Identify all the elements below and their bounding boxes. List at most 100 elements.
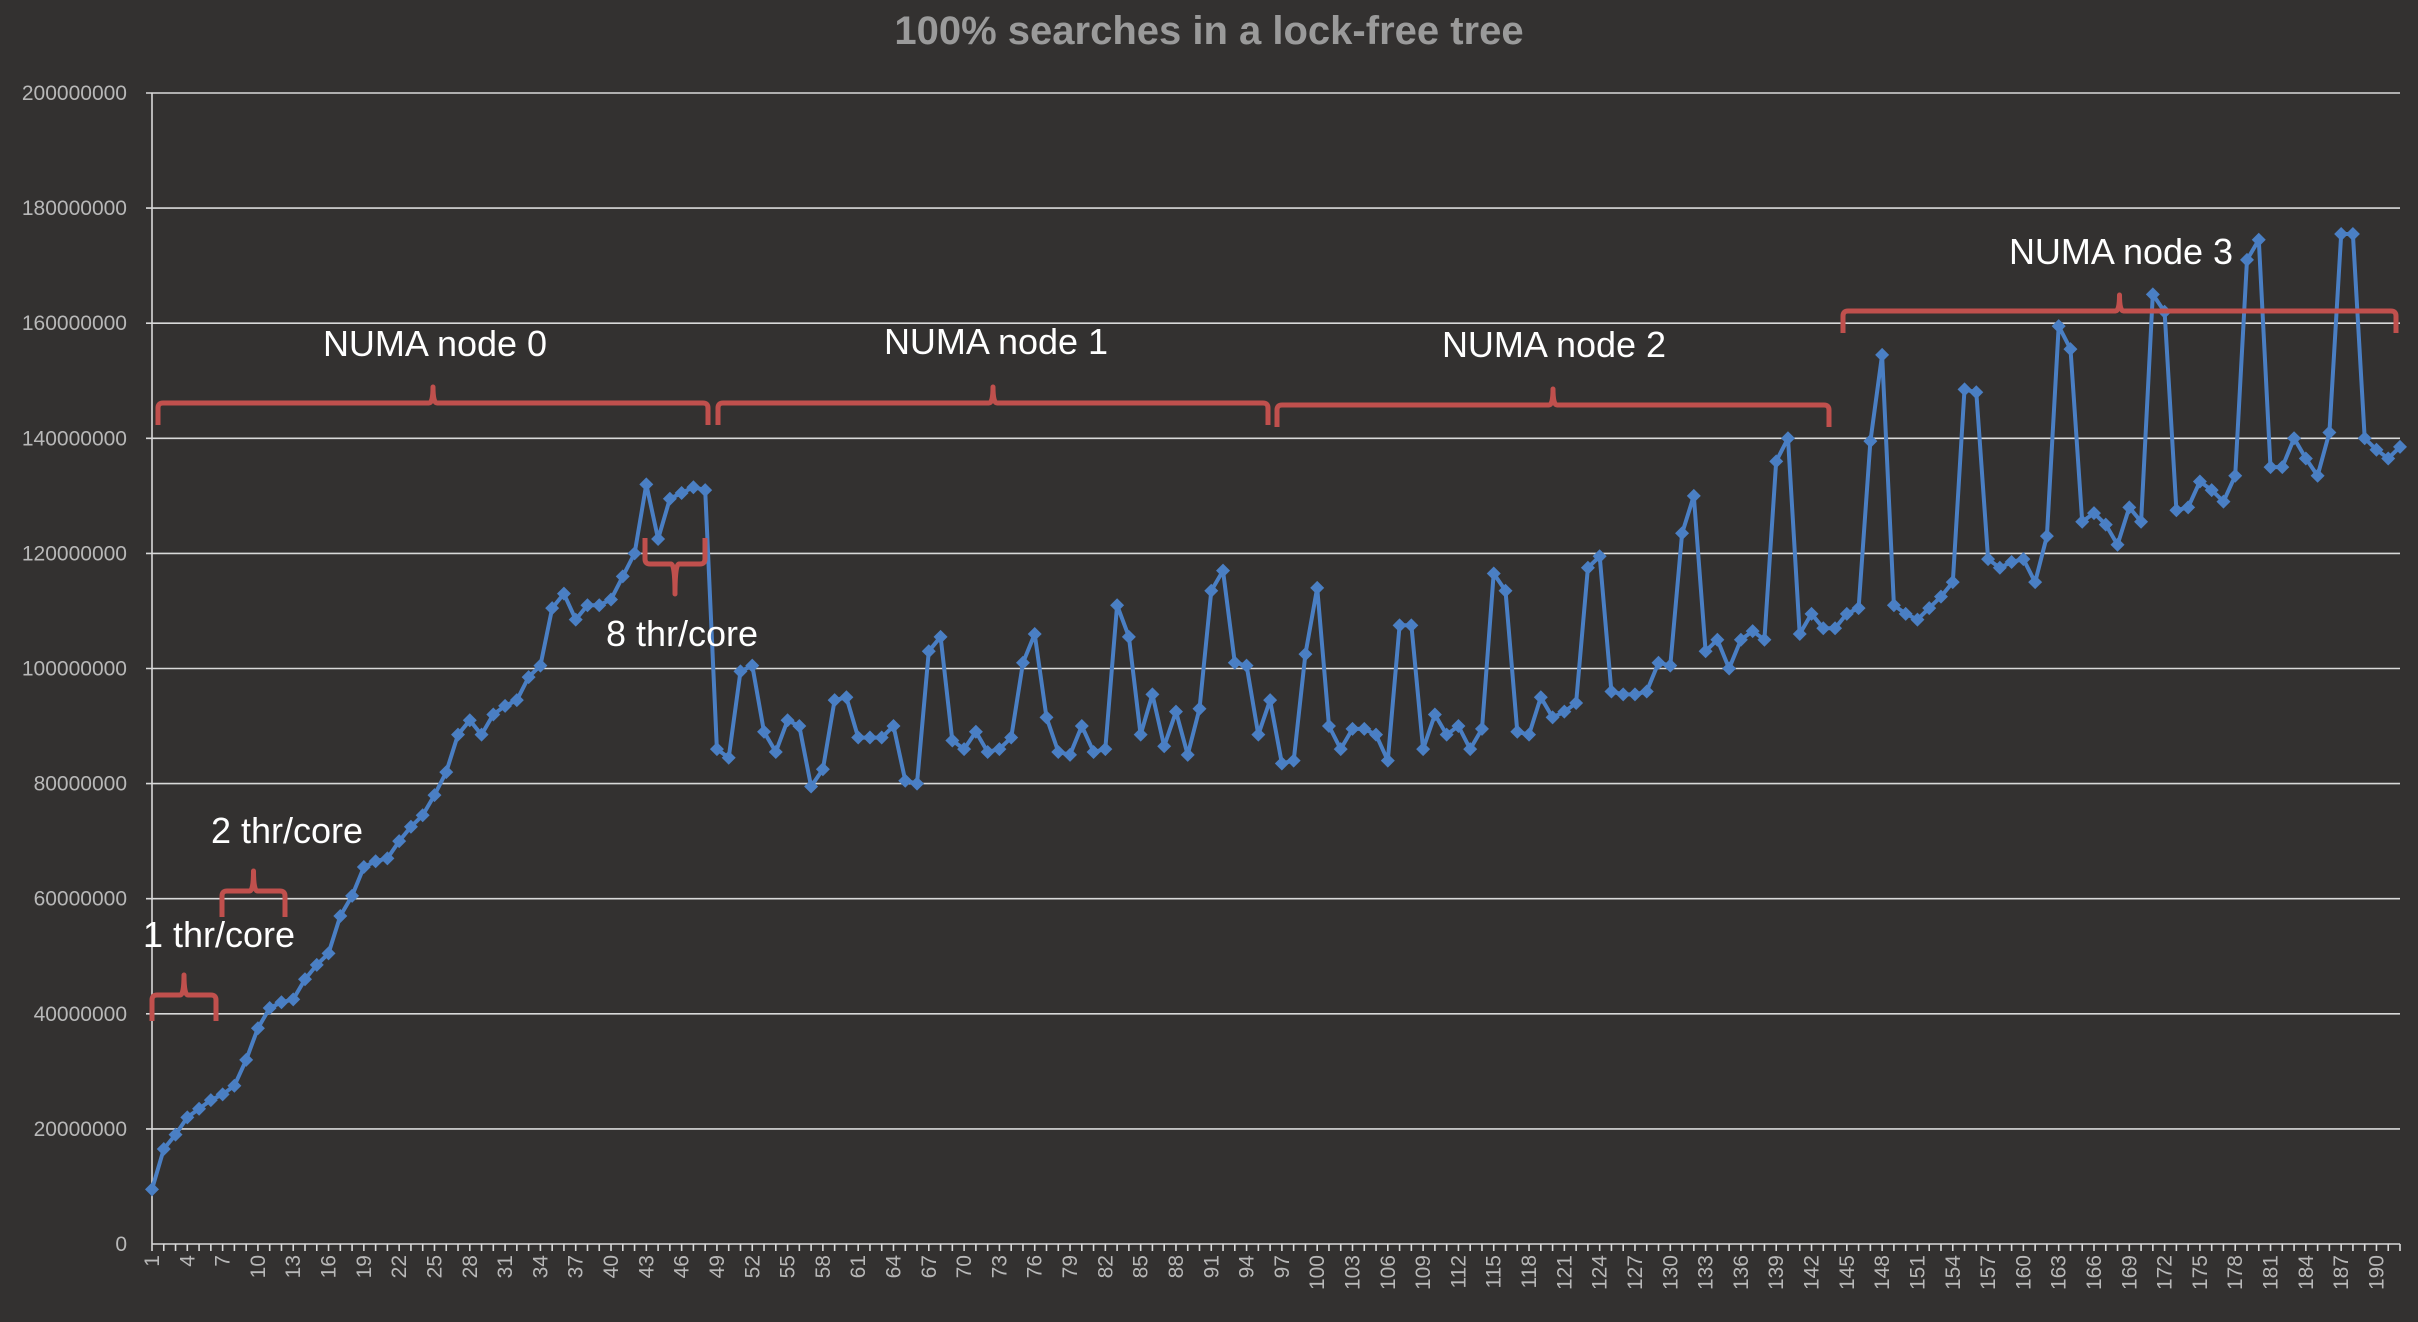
- data-point: [2239, 252, 2254, 267]
- y-tick-label: 40000000: [34, 1003, 127, 1026]
- data-point: [1357, 721, 1372, 736]
- data-point: [2192, 474, 2207, 489]
- data-point: [968, 724, 983, 739]
- data-point: [957, 742, 972, 757]
- data-point: [686, 480, 701, 495]
- data-point: [1263, 693, 1278, 708]
- x-tick-label: 106: [1377, 1255, 1400, 1290]
- data-point: [274, 995, 289, 1010]
- data-point: [2051, 319, 2066, 334]
- data-point: [509, 693, 524, 708]
- x-tick-label: 121: [1553, 1255, 1576, 1290]
- data-point: [1333, 742, 1348, 757]
- data-point: [2110, 537, 2125, 552]
- data-point: [156, 1142, 171, 1157]
- data-point: [1392, 618, 1407, 633]
- data-point: [1639, 684, 1654, 699]
- data-point: [1004, 730, 1019, 745]
- data-point: [886, 719, 901, 734]
- data-point: [1474, 721, 1489, 736]
- x-tick-label: 10: [247, 1255, 270, 1278]
- data-point: [1486, 566, 1501, 581]
- y-tick-label: 200000000: [22, 82, 127, 105]
- data-point: [203, 1093, 218, 1108]
- data-point: [2004, 555, 2019, 570]
- x-tick-label: 163: [2048, 1255, 2071, 1290]
- data-point: [898, 773, 913, 788]
- x-tick-label: 181: [2260, 1255, 2283, 1290]
- data-point: [1981, 552, 1996, 567]
- data-point: [1369, 727, 1384, 742]
- data-point: [615, 569, 630, 584]
- data-point: [2086, 506, 2101, 521]
- x-tick-label: 40: [600, 1255, 623, 1278]
- data-point: [592, 598, 607, 613]
- data-point: [1098, 742, 1113, 757]
- data-point: [945, 733, 960, 748]
- data-point: [851, 730, 866, 745]
- x-tick-label: 154: [1942, 1255, 1965, 1290]
- y-tick-label: 180000000: [22, 197, 127, 220]
- data-point: [1310, 580, 1325, 595]
- x-tick-label: 115: [1483, 1255, 1506, 1288]
- y-tick-label: 100000000: [22, 658, 127, 681]
- data-point: [1498, 583, 1513, 598]
- data-point: [1298, 647, 1313, 662]
- data-point: [1063, 747, 1078, 762]
- x-tick-label: 79: [1059, 1255, 1082, 1278]
- y-tick-label: 160000000: [22, 312, 127, 335]
- data-point: [1286, 753, 1301, 768]
- annotation-2-thr-core: 2 thr/core: [211, 810, 363, 851]
- annotation-8-thr-core: 8 thr/core: [606, 613, 758, 654]
- data-point: [1404, 618, 1419, 633]
- x-tick-label: 151: [1906, 1255, 1929, 1290]
- data-point: [1569, 696, 1584, 711]
- data-point: [2275, 460, 2290, 475]
- data-point: [921, 644, 936, 659]
- series-layer: [145, 226, 2407, 1197]
- x-tick-label: 160: [2012, 1255, 2035, 1290]
- data-point: [451, 727, 466, 742]
- x-tick-label: 4: [176, 1255, 199, 1267]
- data-point: [1121, 629, 1136, 644]
- x-tick-label: 61: [847, 1255, 870, 1278]
- data-point: [2263, 460, 2278, 475]
- data-point: [2334, 226, 2349, 241]
- x-tick-label: 58: [812, 1255, 835, 1278]
- data-point: [145, 1182, 159, 1197]
- x-tick-label: 142: [1801, 1255, 1824, 1290]
- x-tick-label: 19: [353, 1255, 376, 1278]
- data-point: [1910, 612, 1925, 627]
- data-point: [2098, 517, 2113, 532]
- data-point: [1015, 655, 1030, 670]
- data-point: [980, 744, 995, 759]
- x-tick-label: 37: [565, 1255, 588, 1278]
- data-point: [662, 491, 677, 506]
- data-point: [1992, 560, 2007, 575]
- data-point: [1192, 701, 1207, 716]
- x-tick-label: 46: [671, 1255, 694, 1278]
- data-point: [1157, 739, 1172, 754]
- data-point: [380, 851, 395, 866]
- x-tick-label: 166: [2083, 1255, 2106, 1290]
- data-point: [1580, 560, 1595, 575]
- data-point: [2310, 468, 2325, 483]
- data-point: [1216, 563, 1231, 578]
- data-point: [1780, 431, 1795, 446]
- x-tick-label: 22: [388, 1255, 411, 1278]
- data-point: [2169, 503, 2184, 518]
- data-point: [1145, 687, 1160, 702]
- bracket-numa-node-2: [1274, 386, 1832, 427]
- data-point: [745, 658, 760, 673]
- x-tick-label: 175: [2189, 1255, 2212, 1290]
- data-point: [651, 532, 666, 547]
- x-tick-label: 91: [1200, 1255, 1223, 1278]
- data-point: [1875, 347, 1890, 362]
- data-point: [1722, 661, 1737, 676]
- data-point: [227, 1078, 242, 1093]
- data-point: [1675, 526, 1690, 541]
- x-tick-label: 52: [741, 1255, 764, 1278]
- data-point: [368, 854, 383, 869]
- data-point: [1545, 710, 1560, 725]
